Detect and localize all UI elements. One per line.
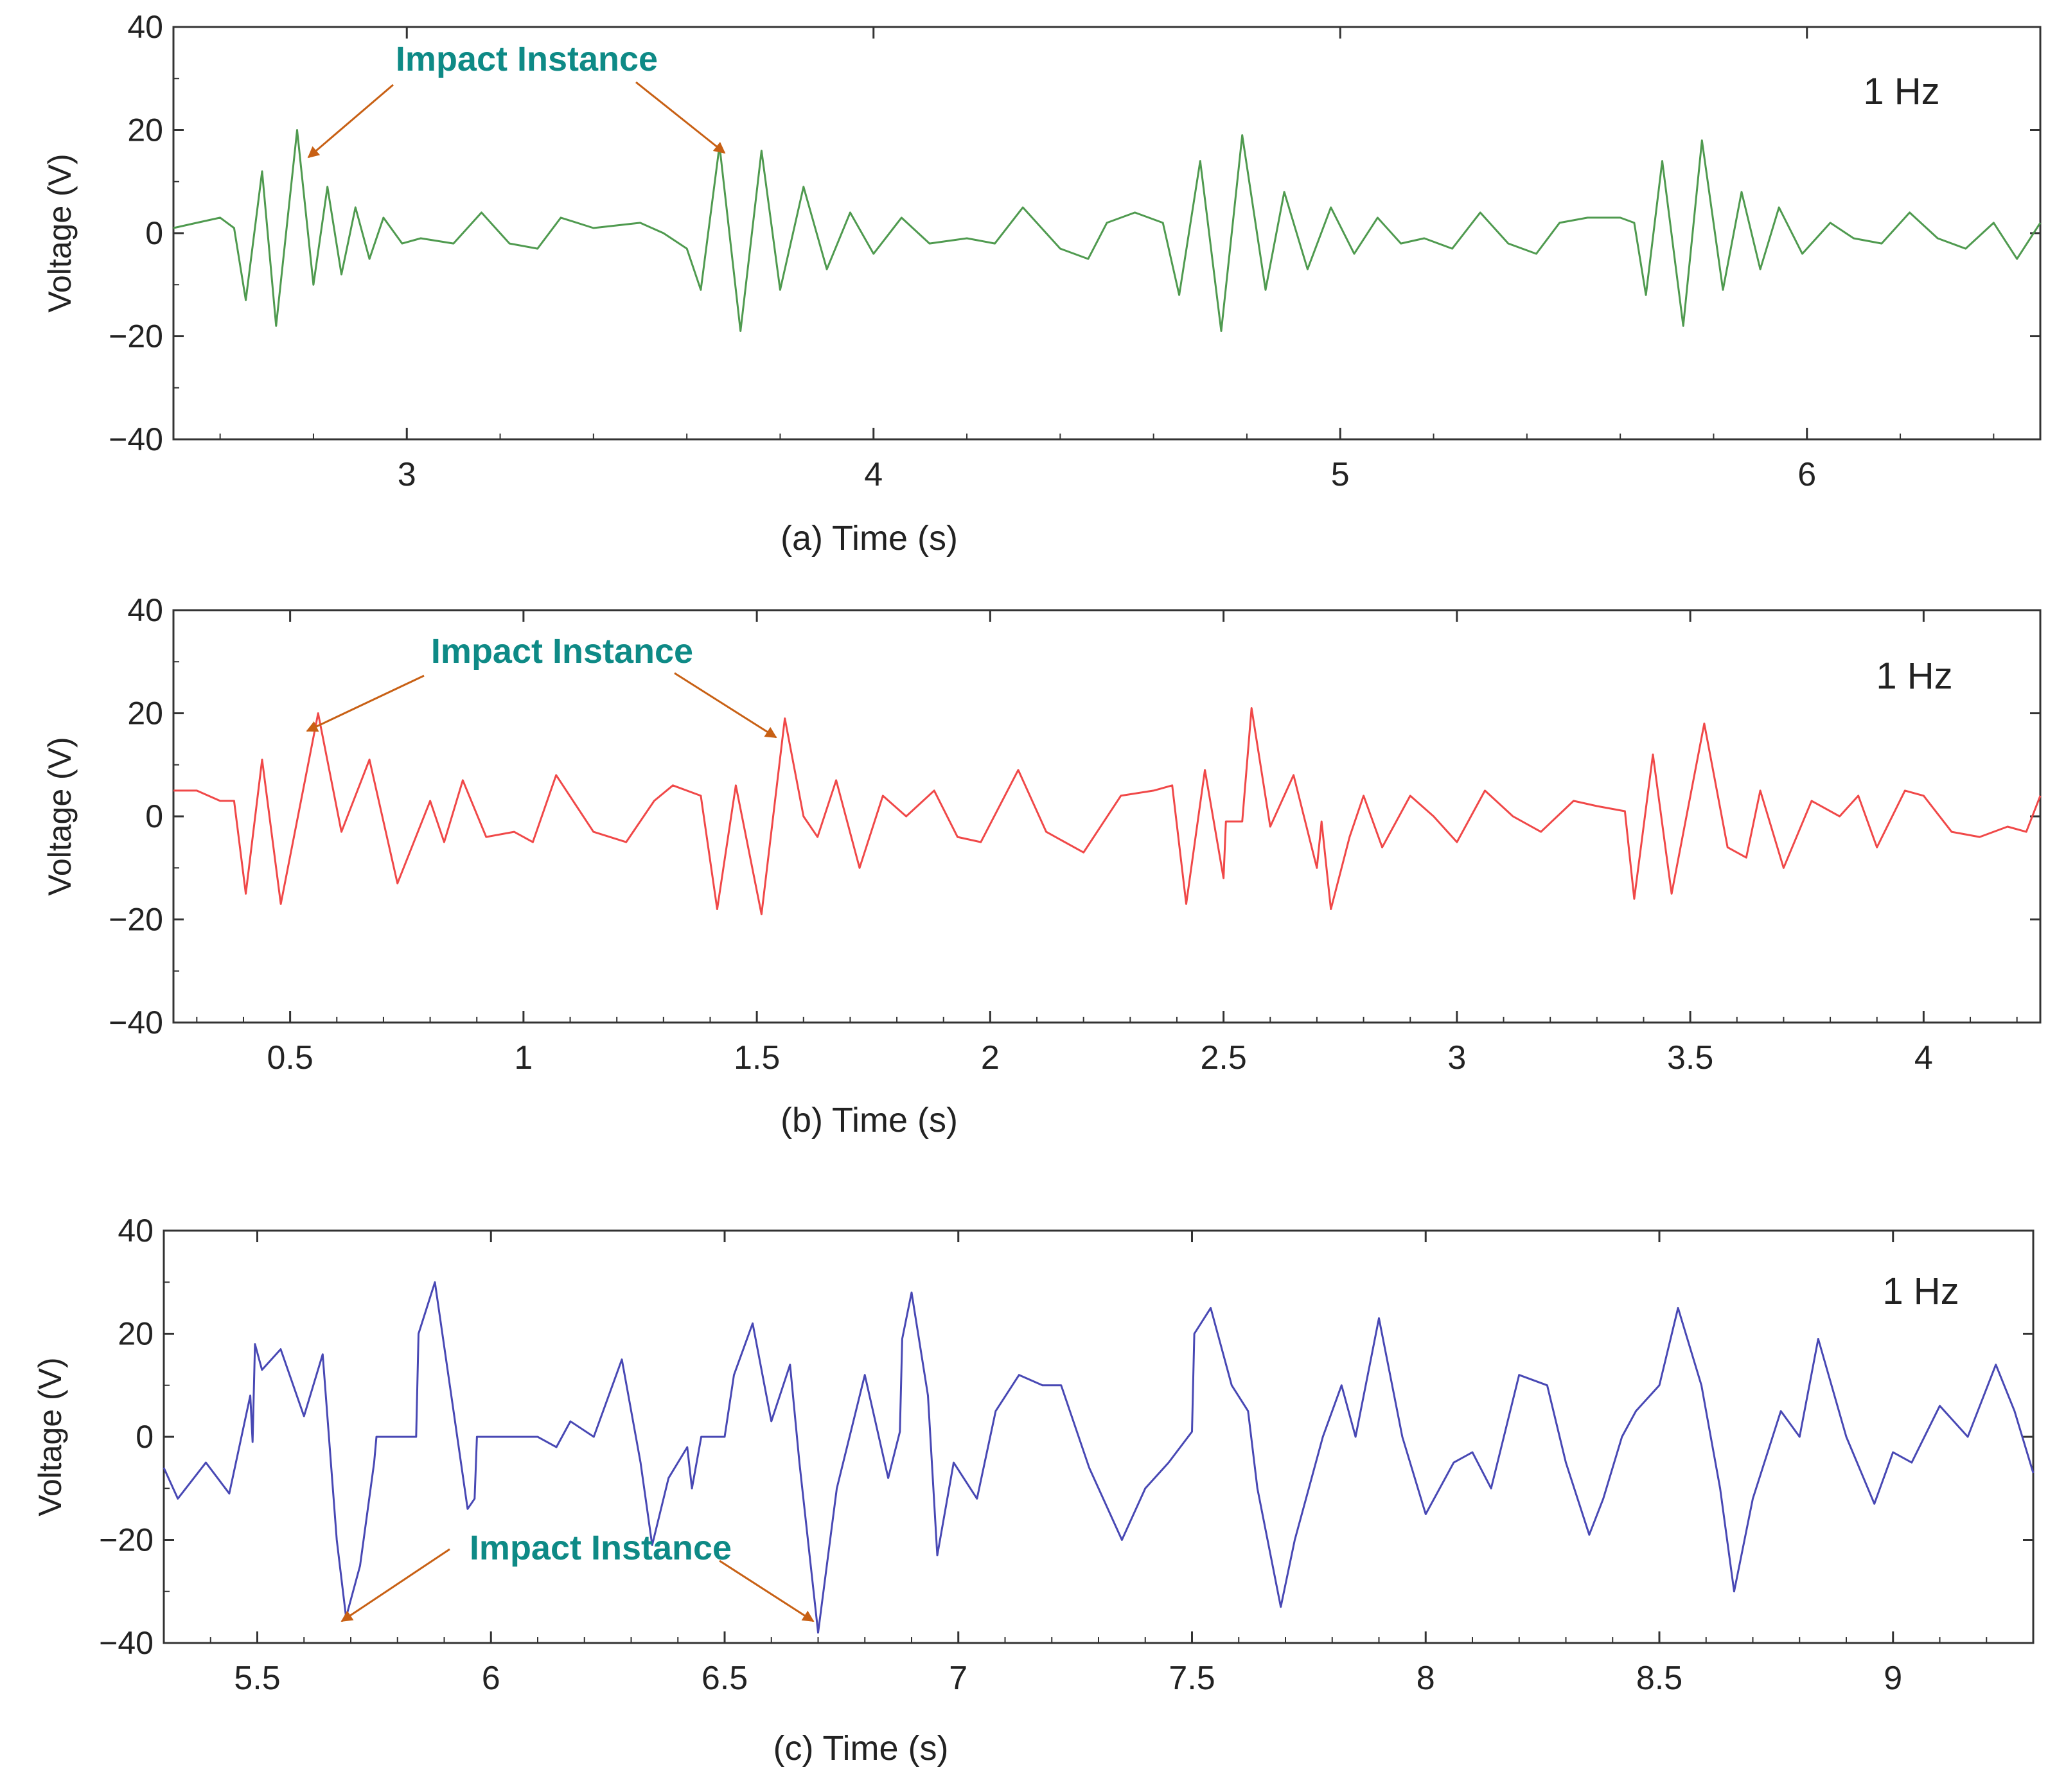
y-tick-label-b-1: −20 [109,902,163,938]
y-tick-label-a-3: 20 [127,112,163,148]
panel-label-b: (b) [781,1101,832,1139]
y-axis-label-a: Voltage (V) [42,154,78,312]
panel-caption-c: (c) Time (s) [773,1729,949,1768]
panel-label-a: (a) [781,519,832,558]
y-tick-label-c-4: 40 [118,1213,154,1249]
x-tick-label-a-1: 4 [864,456,883,493]
x-tick-label-b-5: 3 [1447,1039,1466,1076]
frequency-label-c: 1 Hz [1882,1270,1959,1312]
x-tick-label-c-1: 6 [482,1660,500,1697]
y-tick-label-b-4: 40 [127,592,163,628]
x-axis-label-b: Time (s) [832,1101,958,1139]
plot-frame-c [163,1229,2035,1644]
impact-arrow-c-0 [340,1548,450,1622]
y-tick-label-c-0: −40 [99,1625,154,1661]
annotation-label-a: Impact Instance [396,40,658,78]
panel-caption-a: (a) Time (s) [781,519,958,558]
x-tick-label-b-6: 3.5 [1667,1039,1713,1076]
frequency-label-b: 1 Hz [1876,655,1952,697]
series-line-c [163,1281,2035,1634]
panel-c: −40 −20 0 20 40 5.5 6 6.5 7 7.5 8 8.5 9 Voltage (V) (c… [32,1213,2035,1768]
panel-caption-b: (b) Time (s) [781,1101,958,1139]
y-tick-label-c-3: 20 [118,1316,154,1352]
y-tick-label-a-2: 0 [145,215,163,251]
x-tick-label-a-3: 6 [1797,456,1816,493]
impact-arrow-b-0 [306,674,425,732]
impact-arrow-c-1 [719,1559,815,1622]
y-tick-label-a-0: −40 [109,421,163,457]
x-tick-label-b-1: 1 [514,1039,533,1076]
y-tick-label-a-1: −20 [109,319,163,355]
plot-frame-a [172,26,2042,441]
panel-label-c: (c) [773,1729,823,1768]
y-tick-label-c-2: 0 [136,1419,154,1455]
x-axis-label-a: Time (s) [832,519,958,558]
series-line-a [173,129,2042,332]
impact-arrow-a-1 [635,81,726,154]
x-axis-label-c: Time (s) [823,1729,949,1768]
x-tick-label-a-2: 5 [1331,456,1350,493]
x-tick-label-c-5: 8 [1417,1660,1435,1697]
panel-a: −40 −20 0 20 40 3 4 5 6 Voltage (V) (a) Time (s) 1 … [42,9,2042,558]
x-tick-label-b-3: 2 [981,1039,1000,1076]
y-tick-label-b-2: 0 [145,798,163,834]
annotation-label-b: Impact Instance [431,632,693,671]
x-tick-label-c-4: 7.5 [1169,1660,1215,1697]
x-tick-label-c-7: 9 [1884,1660,1902,1697]
y-tick-label-b-0: −40 [109,1005,163,1041]
panel-b: −40 −20 0 20 40 0.5 1 1.5 2 2.5 3 3.5 4 Voltage (V) (b… [42,592,2042,1139]
annotation-label-c: Impact Instance [470,1529,732,1567]
x-tick-label-c-0: 5.5 [234,1660,280,1697]
x-tick-label-b-4: 2.5 [1200,1039,1246,1076]
impact-arrow-a-0 [307,83,394,159]
y-axis-label-b: Voltage (V) [42,737,78,895]
x-tick-label-b-0: 0.5 [267,1039,313,1076]
y-tick-label-b-3: 20 [127,696,163,732]
frequency-label-a: 1 Hz [1863,71,1939,112]
y-tick-label-c-1: −20 [99,1522,154,1558]
x-tick-label-b-7: 4 [1914,1039,1933,1076]
impact-arrow-b-1 [674,672,777,739]
y-tick-label-a-4: 40 [127,9,163,45]
x-tick-label-c-3: 7 [949,1660,967,1697]
x-tick-label-c-6: 8.5 [1636,1660,1682,1697]
y-axis-label-c: Voltage (V) [32,1357,68,1516]
x-tick-label-a-0: 3 [398,456,416,493]
series-line-b [173,707,2042,915]
x-tick-label-b-2: 1.5 [734,1039,780,1076]
x-tick-label-c-2: 6.5 [702,1660,748,1697]
